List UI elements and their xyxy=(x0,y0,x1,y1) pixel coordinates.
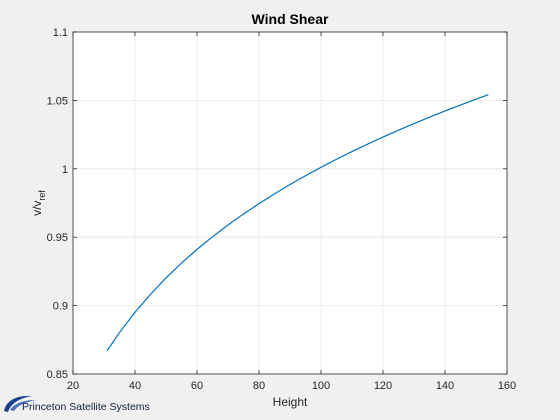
y-tick-label: 1.05 xyxy=(47,95,68,107)
x-tick-label: 40 xyxy=(129,380,141,392)
y-axis-label: v/vref xyxy=(30,190,47,216)
y-tick-label: 0.85 xyxy=(47,369,68,381)
x-tick-label: 160 xyxy=(498,380,516,392)
y-tick-label: 0.9 xyxy=(53,301,68,313)
company-logo: Princeton Satellite Systems xyxy=(2,393,152,415)
chart-title: Wind Shear xyxy=(252,11,329,27)
axes-background xyxy=(73,32,507,374)
x-tick-labels: 20 40 60 80 100 120 140 160 xyxy=(67,380,516,392)
grid xyxy=(73,32,507,374)
y-axis-label-sub: ref xyxy=(37,190,47,201)
x-tick-label: 80 xyxy=(253,380,265,392)
y-tick-labels: 0.85 0.9 0.95 1 1.05 1.1 xyxy=(47,27,68,381)
x-tick-label: 60 xyxy=(191,380,203,392)
y-tick-label: 1.1 xyxy=(53,27,68,39)
x-tick-label: 140 xyxy=(436,380,454,392)
company-name: Princeton Satellite Systems xyxy=(22,401,150,413)
axes-box xyxy=(72,31,508,375)
y-axis-label-main: v/v xyxy=(30,201,44,216)
swoosh-logo-icon xyxy=(4,395,36,412)
svg-text:v/vref: v/vref xyxy=(30,190,47,216)
y-tick-label: 0.95 xyxy=(47,232,68,244)
x-tick-label: 20 xyxy=(67,380,79,392)
ticks xyxy=(72,31,508,375)
x-tick-label: 100 xyxy=(312,380,330,392)
x-tick-label: 120 xyxy=(374,380,392,392)
x-axis-label: Height xyxy=(273,395,308,409)
series-line xyxy=(106,94,489,352)
y-tick-label: 1 xyxy=(62,164,68,176)
